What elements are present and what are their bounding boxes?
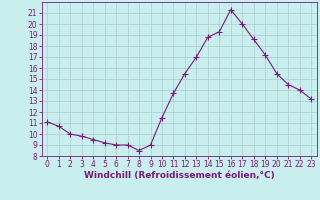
X-axis label: Windchill (Refroidissement éolien,°C): Windchill (Refroidissement éolien,°C) xyxy=(84,171,275,180)
